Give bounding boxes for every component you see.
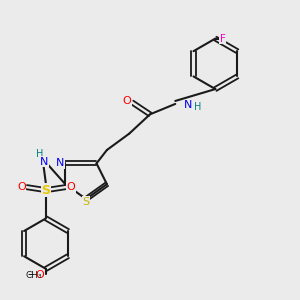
Text: N: N <box>40 157 48 167</box>
Text: N: N <box>184 100 193 110</box>
Text: H: H <box>194 103 201 112</box>
Text: O: O <box>122 96 131 106</box>
Text: S: S <box>82 197 90 207</box>
Text: O: O <box>17 182 26 192</box>
Text: N: N <box>56 158 64 168</box>
Text: –: – <box>27 268 34 281</box>
Text: S: S <box>41 184 50 196</box>
Text: CH₃: CH₃ <box>25 271 42 280</box>
Text: H: H <box>36 149 44 160</box>
Text: O: O <box>66 182 75 192</box>
Text: F: F <box>220 34 226 44</box>
Text: O: O <box>35 270 44 280</box>
